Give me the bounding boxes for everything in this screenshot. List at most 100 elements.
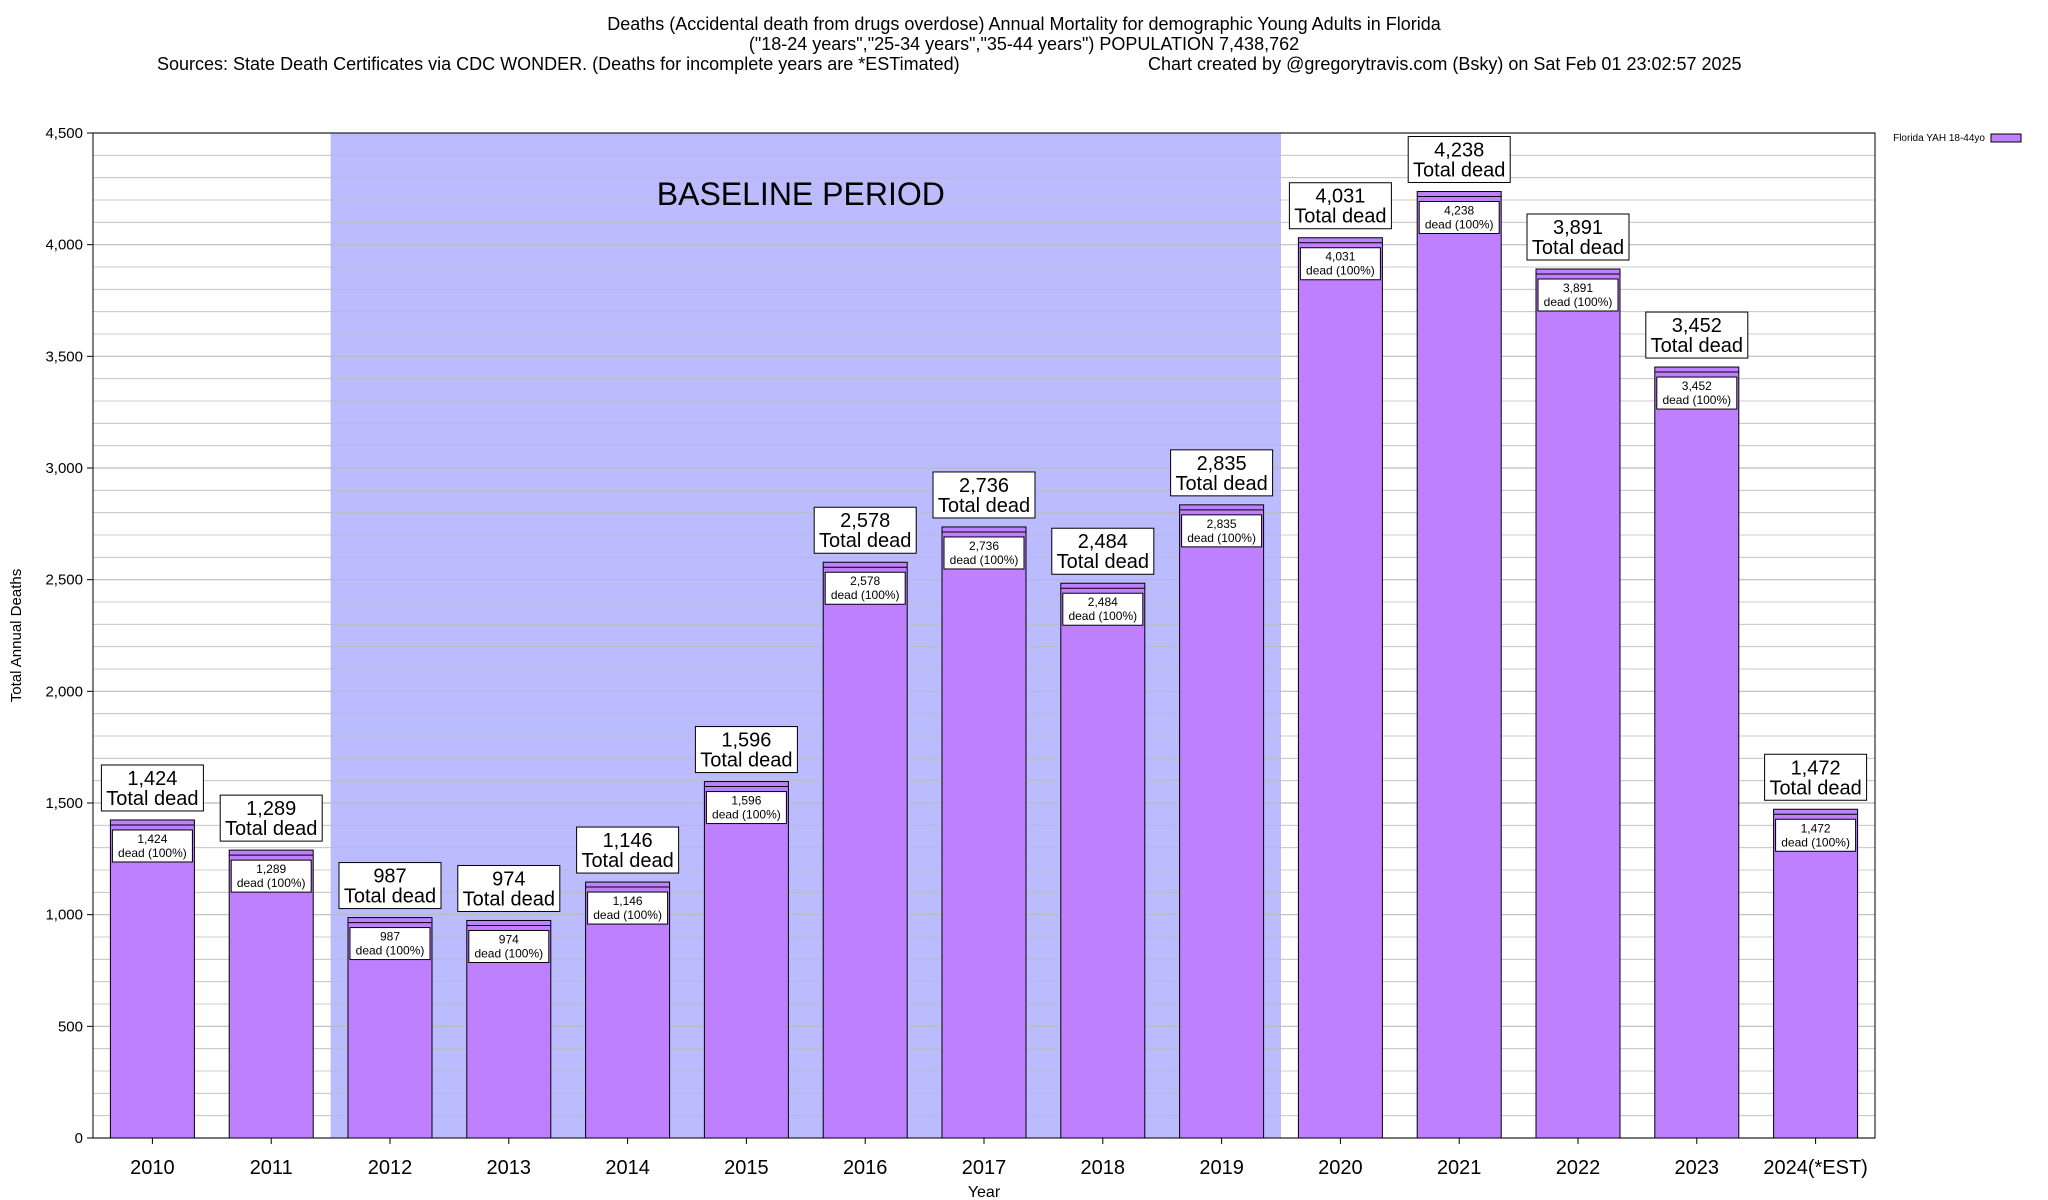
inner-value-label: 2,578 (850, 574, 880, 588)
inner-value-label: 1,424 (137, 832, 167, 846)
top-label-box (338, 862, 442, 910)
top-total-label: Total dead (1651, 335, 1743, 357)
inner-percent-label: dead (100%) (1662, 393, 1731, 407)
inner-value-label: 974 (499, 932, 519, 946)
legend-swatch (1990, 133, 2022, 143)
bar-2019 (1179, 504, 1265, 1139)
top-value-label: 987 (373, 866, 406, 888)
x-axis-title: Year (968, 1184, 1001, 1200)
top-value-label: 2,736 (959, 475, 1009, 497)
y-tick-label: 2,500 (45, 572, 83, 589)
inner-percent-label: dead (100%) (1425, 218, 1494, 232)
inner-label-box (587, 891, 669, 925)
bar-2010 (109, 819, 195, 1139)
top-total-label: Total dead (1294, 206, 1386, 228)
top-total-label: Total dead (225, 818, 317, 840)
inner-percent-label: dead (100%) (356, 944, 425, 958)
inner-value-label: 2,736 (969, 539, 999, 553)
top-label-box (694, 726, 798, 774)
bar-2018 (1060, 582, 1146, 1139)
inner-percent-label: dead (100%) (474, 946, 543, 960)
top-value-label: 3,452 (1672, 315, 1722, 337)
inner-value-label: 1,596 (731, 794, 761, 808)
bar-2024(*EST) (1773, 808, 1859, 1139)
top-value-label: 974 (492, 868, 525, 890)
inner-value-label: 3,452 (1682, 379, 1712, 393)
inner-label-box (824, 571, 906, 605)
inner-label-box (468, 929, 550, 963)
top-total-label: Total dead (819, 530, 911, 552)
chart-title-line2: ("18-24 years","25-34 years","35-44 year… (748, 34, 1300, 54)
inner-value-label: 1,472 (1801, 821, 1831, 835)
inner-percent-label: dead (100%) (950, 553, 1019, 567)
legend-label: Florida YAH 18-44yo (1893, 133, 1985, 144)
y-tick-label: 500 (58, 1018, 83, 1035)
y-tick-label: 3,500 (45, 348, 83, 365)
bar-2015 (703, 781, 789, 1139)
top-total-label: Total dead (1413, 160, 1505, 182)
inner-label-box (1299, 247, 1381, 281)
bar-2022 (1535, 268, 1621, 1139)
x-tick-label: 2019 (1199, 1157, 1244, 1179)
y-tick-label: 0 (75, 1130, 83, 1147)
top-label-box (219, 794, 323, 842)
top-value-label: 2,835 (1197, 453, 1247, 475)
top-label-box (1645, 311, 1749, 359)
x-tick-label: 2024(*EST) (1763, 1157, 1868, 1179)
inner-value-label: 4,031 (1325, 250, 1355, 264)
top-total-label: Total dead (1769, 777, 1861, 799)
top-label-box (1407, 136, 1511, 184)
inner-percent-label: dead (100%) (1781, 835, 1850, 849)
bar-2011 (228, 849, 314, 1139)
x-tick-label: 2016 (843, 1157, 888, 1179)
inner-label-box (349, 927, 431, 961)
top-value-label: 4,238 (1434, 140, 1484, 162)
top-label-box (1051, 527, 1155, 575)
y-tick-label: 1,500 (45, 795, 83, 812)
inner-value-label: 1,146 (613, 894, 643, 908)
y-tick-label: 4,000 (45, 237, 83, 254)
chart-credit: Chart created by @gregorytravis.com (Bsk… (1148, 54, 1742, 74)
inner-value-label: 3,891 (1563, 281, 1593, 295)
inner-value-label: 2,835 (1207, 517, 1237, 531)
bar-2014 (585, 881, 671, 1139)
top-total-label: Total dead (938, 495, 1030, 517)
top-label-box (932, 471, 1036, 519)
x-tick-label: 2023 (1675, 1157, 1720, 1179)
inner-percent-label: dead (100%) (1544, 295, 1613, 309)
inner-label-box (230, 859, 312, 893)
bar-2023 (1654, 366, 1740, 1139)
baseline-period-label: BASELINE PERIOD (657, 176, 945, 212)
inner-label-box (1656, 376, 1738, 410)
top-label-box (1170, 449, 1274, 497)
bar-2021 (1416, 191, 1502, 1139)
top-total-label: Total dead (1057, 551, 1149, 573)
inner-percent-label: dead (100%) (1068, 609, 1137, 623)
top-value-label: 1,596 (721, 730, 771, 752)
top-value-label: 3,891 (1553, 217, 1603, 239)
x-tick-label: 2017 (962, 1157, 1007, 1179)
y-tick-label: 4,500 (45, 125, 83, 142)
inner-percent-label: dead (100%) (118, 846, 187, 860)
x-tick-label: 2015 (724, 1157, 769, 1179)
y-tick-label: 1,000 (45, 907, 83, 924)
top-total-label: Total dead (344, 886, 436, 908)
x-tick-label: 2014 (605, 1157, 650, 1179)
top-value-label: 1,146 (603, 830, 653, 852)
top-label-box (576, 826, 680, 874)
y-tick-label: 3,000 (45, 460, 83, 477)
x-tick-label: 2010 (130, 1157, 175, 1179)
top-value-label: 1,289 (246, 798, 296, 820)
top-label-box (1764, 753, 1868, 801)
top-value-label: 2,484 (1078, 531, 1128, 553)
x-tick-label: 2011 (250, 1157, 293, 1179)
inner-label-box (705, 791, 787, 825)
top-value-label: 4,031 (1315, 186, 1365, 208)
x-tick-label: 2020 (1318, 1157, 1363, 1179)
bar-2020 (1297, 237, 1383, 1139)
top-label-box (100, 764, 204, 812)
chart-title-line1: Deaths (Accidental death from drugs over… (607, 14, 1441, 34)
inner-value-label: 987 (380, 930, 400, 944)
inner-label-box (943, 536, 1025, 570)
